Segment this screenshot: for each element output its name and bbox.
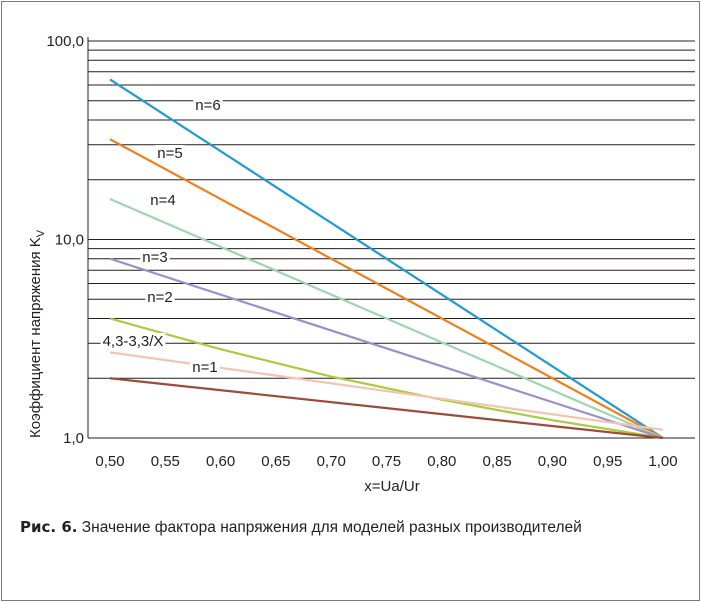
x-tick-label: 0,80 xyxy=(427,453,456,470)
x-tick-label: 0,75 xyxy=(372,453,401,470)
series-line xyxy=(109,377,664,440)
series-label: n=6 xyxy=(195,97,220,114)
y-axis-label-subscript: V xyxy=(35,229,47,237)
figure-caption: Рис. 6. Значение фактора напряжения для … xyxy=(20,514,660,541)
x-tick-label: 0,60 xyxy=(206,453,235,470)
x-tick-label: 0,55 xyxy=(151,453,180,470)
series-label-background xyxy=(155,145,185,162)
series-labels: n=6 n=5 n=4 n=3 n=2 4,3-3,3/X n=1 xyxy=(100,97,223,376)
series-line xyxy=(109,78,664,439)
y-axis-label-main: Коэффициент напряжения K xyxy=(27,237,44,438)
x-tick-labels: 0,50 0,55 0,60 0,65 0,70 0,75 0,80 0,85 0,90 0,95… xyxy=(95,453,677,470)
x-tick-label: 0,95 xyxy=(593,453,622,470)
series-label-background xyxy=(193,97,223,114)
x-tick-label: 0,90 xyxy=(538,453,567,470)
series-label-background xyxy=(100,333,166,350)
series-label: n=4 xyxy=(150,192,175,209)
x-tick-label: 0,70 xyxy=(317,453,346,470)
series-label-background xyxy=(140,249,170,266)
y-tick-label: 100,0 xyxy=(46,33,84,50)
y-axis-label: Коэффициент напряжения KV xyxy=(27,229,47,438)
series-line xyxy=(109,317,664,440)
series-label: 4,3-3,3/X xyxy=(103,333,164,350)
grid-lines xyxy=(88,40,695,439)
x-axis-label: x=Ua/Ur xyxy=(364,478,419,495)
series-label: n=3 xyxy=(142,249,167,266)
y-tick-labels: 1,0 10,0 100,0 xyxy=(46,33,84,447)
series-label: n=5 xyxy=(157,145,182,162)
x-tick-label: 0,85 xyxy=(482,453,511,470)
voltage-factor-chart: n=6 n=5 n=4 n=3 n=2 4,3-3,3/X n=1 1,0 10,0 100,0… xyxy=(27,33,695,495)
series-label: n=2 xyxy=(147,289,172,306)
y-tick-label: 1,0 xyxy=(63,430,84,447)
series-label-background xyxy=(148,192,178,209)
x-tick-label: 0,50 xyxy=(95,453,124,470)
y-tick-label: 10,0 xyxy=(55,232,84,249)
x-tick-label: 1,00 xyxy=(648,453,677,470)
caption-label: Рис. 6. xyxy=(20,518,78,536)
series-line xyxy=(109,257,664,440)
series-line xyxy=(109,197,664,440)
x-tick-label: 0,65 xyxy=(261,453,290,470)
series-label-background xyxy=(190,359,220,376)
series-label: n=1 xyxy=(192,359,217,376)
series-label-background xyxy=(145,289,175,306)
series-line xyxy=(109,138,664,439)
caption-text: Значение фактора напряжения для моделей … xyxy=(81,519,582,536)
